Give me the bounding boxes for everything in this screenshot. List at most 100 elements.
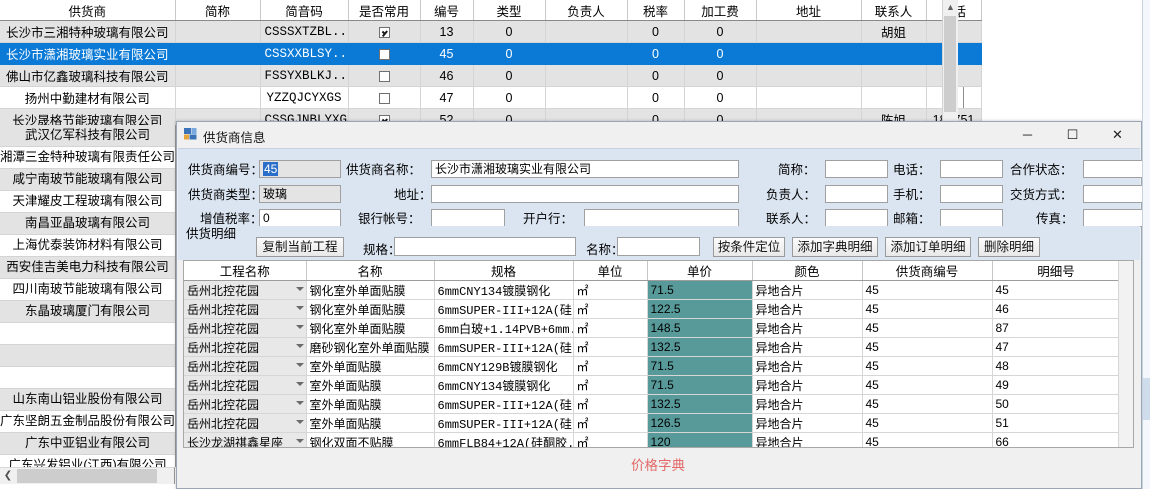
list-item[interactable]: 天津耀皮工程玻璃有限公司 — [0, 191, 175, 213]
address-input[interactable] — [431, 185, 739, 203]
dcol-unit[interactable]: 单位 — [573, 261, 648, 281]
add-order-detail-button[interactable]: 添加订单明细 — [885, 237, 971, 257]
delivery-input[interactable] — [1083, 185, 1146, 203]
dcol-detail-no[interactable]: 明细号 — [992, 261, 1121, 281]
dcol-name[interactable]: 名称 — [306, 261, 435, 281]
copy-current-project-button[interactable]: 复制当前工程 — [256, 237, 344, 257]
chevron-down-icon[interactable] — [295, 401, 304, 405]
cell-project[interactable]: 岳州北控花园 — [184, 280, 307, 300]
chevron-down-icon[interactable] — [295, 382, 304, 386]
list-item[interactable]: 广东兴发铝业(江西)有限公司 — [0, 455, 175, 467]
chevron-left-icon[interactable]: ❮ — [3, 470, 13, 481]
dialog-title-bar[interactable]: 供货商信息 ─ ☐ ✕ — [177, 122, 1141, 147]
minimize-button[interactable]: ─ — [1022, 127, 1033, 142]
table-row[interactable]: 长沙市三湘特种玻璃有限公司 CSSSXTZBL... 13 0 0 0 胡姐 — [0, 20, 982, 43]
abbr-input[interactable] — [825, 160, 888, 178]
list-item[interactable]: 上海优泰装饰材料有限公司 — [0, 235, 175, 257]
vat-input[interactable]: 0 — [259, 209, 341, 227]
dcol-price[interactable]: 单价 — [647, 261, 753, 281]
col-no[interactable]: 编号 — [420, 0, 474, 21]
maximize-button[interactable]: ☐ — [1066, 127, 1079, 142]
table-row[interactable]: 佛山市亿鑫玻璃科技有限公司 FSSYXBLKJ... 46 0 0 0 — [0, 64, 982, 87]
checkbox-icon[interactable] — [378, 92, 390, 104]
supplier-left-list[interactable]: 武汉亿军科技有限公司 湘潭三金特种玻璃有限责任公司 咸宁南玻节能玻璃有限公司 天津耀皮… — [0, 125, 176, 467]
cell-project[interactable]: 岳州北控花园 — [184, 299, 307, 319]
coop-status-input[interactable] — [1083, 160, 1146, 178]
scrollbar-thumb[interactable] — [1143, 378, 1150, 420]
chevron-down-icon[interactable] — [295, 420, 304, 424]
table-row[interactable]: 扬州中勤建材有限公司 YZZQJCYXGS 47 0 0 0 — [0, 86, 982, 109]
cell-project[interactable]: 长沙龙湖祺鑫星座 — [184, 432, 307, 447]
cell-project[interactable]: 岳州北控花园 — [184, 413, 307, 433]
cell-project[interactable]: 岳州北控花园 — [184, 375, 307, 395]
locate-by-condition-button[interactable]: 按条件定位 — [713, 237, 785, 257]
chevron-down-icon[interactable] — [295, 344, 304, 348]
chevron-down-icon[interactable] — [295, 363, 304, 367]
list-item[interactable]: 山东南山铝业股份有限公司 — [0, 389, 175, 411]
dcol-project[interactable]: 工程名称 — [184, 261, 307, 281]
list-item[interactable]: 武汉亿军科技有限公司 — [0, 125, 175, 147]
list-item[interactable]: 南昌亚晶玻璃有限公司 — [0, 213, 175, 235]
contact-input[interactable] — [825, 209, 888, 227]
cell-project[interactable]: 岳州北控花园 — [184, 337, 307, 357]
col-address[interactable]: 地址 — [756, 0, 862, 21]
cell-project[interactable]: 岳州北控花园 — [184, 394, 307, 414]
chevron-down-icon[interactable] — [295, 325, 304, 329]
list-item[interactable]: 广东中亚铝业有限公司 — [0, 433, 175, 455]
list-item[interactable]: 东晶玻璃厦门有限公司 — [0, 301, 175, 323]
cell-is-common[interactable] — [348, 20, 421, 43]
chevron-up-icon[interactable]: ▲ — [946, 2, 955, 12]
close-button[interactable]: ✕ — [1112, 127, 1123, 142]
checkbox-icon[interactable] — [378, 70, 390, 82]
table-row[interactable]: 长沙市潇湘玻璃实业有限公司 CSSXXBLSY... 45 0 0 0 — [0, 42, 982, 65]
owner-input[interactable] — [825, 185, 888, 203]
phone-input[interactable] — [940, 160, 1003, 178]
chevron-down-icon[interactable] — [295, 287, 304, 291]
cell-is-common[interactable] — [348, 64, 421, 87]
table-row[interactable]: 岳州北控花园 磨砂钢化室外单面贴膜6mmSUPER-III+12A(硅...㎡13… — [184, 337, 1121, 357]
col-abbr[interactable]: 简称 — [175, 0, 261, 21]
outer-vertical-scrollbar[interactable] — [1142, 0, 1150, 489]
dcol-spec[interactable]: 规格 — [434, 261, 574, 281]
table-row[interactable]: 岳州北控花园 钢化室外单面贴膜6mm白玻+1.14PVB+6mm...㎡148.5… — [184, 318, 1121, 338]
list-item[interactable]: 四川南玻节能玻璃有限公司 — [0, 279, 175, 301]
delete-detail-button[interactable]: 删除明细 — [978, 237, 1040, 257]
supplier-no-input[interactable]: 45 — [259, 160, 341, 178]
detail-grid-vertical-scrollbar[interactable] — [1118, 261, 1133, 447]
list-item[interactable]: 西安佳吉美电力科技有限公司 — [0, 257, 175, 279]
cell-project[interactable]: 岳州北控花园 — [184, 318, 307, 338]
list-item[interactable]: 广东坚朗五金制品股份有限公司 — [0, 411, 175, 433]
col-contact[interactable]: 联系人 — [861, 0, 927, 21]
scrollbar-thumb[interactable] — [944, 16, 956, 112]
spec-input[interactable] — [394, 237, 576, 256]
col-tax[interactable]: 税率 — [627, 0, 685, 21]
bank-name-input[interactable] — [584, 209, 739, 227]
table-row[interactable]: 长沙龙湖祺鑫星座 钢化双面不贴膜6mmFLB84+12A(硅酮胶...㎡120异地… — [184, 432, 1121, 447]
table-row[interactable]: 岳州北控花园 室外单面贴膜6mmSUPER-III+12A(硅...㎡132.5异… — [184, 394, 1121, 414]
chevron-down-icon[interactable] — [295, 306, 304, 310]
list-item[interactable] — [0, 323, 175, 345]
name-input[interactable] — [617, 237, 700, 256]
cell-project[interactable]: 岳州北控花园 — [184, 356, 307, 376]
cell-is-common[interactable] — [348, 86, 421, 109]
table-row[interactable]: 岳州北控花园 室外单面贴膜6mmSUPER-III+12A(硅...㎡126.5异… — [184, 413, 1121, 433]
col-owner[interactable]: 负责人 — [545, 0, 628, 21]
col-type[interactable]: 类型 — [473, 0, 546, 21]
supplier-type-input[interactable]: 玻璃 — [259, 185, 341, 203]
checkbox-icon[interactable] — [378, 26, 390, 38]
scrollbar-thumb[interactable] — [17, 469, 157, 483]
list-item[interactable] — [0, 345, 175, 367]
col-fee[interactable]: 加工费 — [684, 0, 757, 21]
list-item[interactable]: 湘潭三金特种玻璃有限责任公司 — [0, 147, 175, 169]
left-list-horizontal-scrollbar[interactable]: ❮ — [0, 467, 175, 484]
list-item[interactable]: 咸宁南玻节能玻璃有限公司 — [0, 169, 175, 191]
col-supplier[interactable]: 供货商 — [0, 0, 176, 21]
supplier-name-input[interactable]: 长沙市潇湘玻璃实业有限公司 — [431, 160, 739, 178]
email-input[interactable] — [940, 209, 1003, 227]
list-item[interactable] — [0, 367, 175, 389]
cell-is-common[interactable] — [348, 42, 421, 65]
mobile-input[interactable] — [940, 185, 1003, 203]
